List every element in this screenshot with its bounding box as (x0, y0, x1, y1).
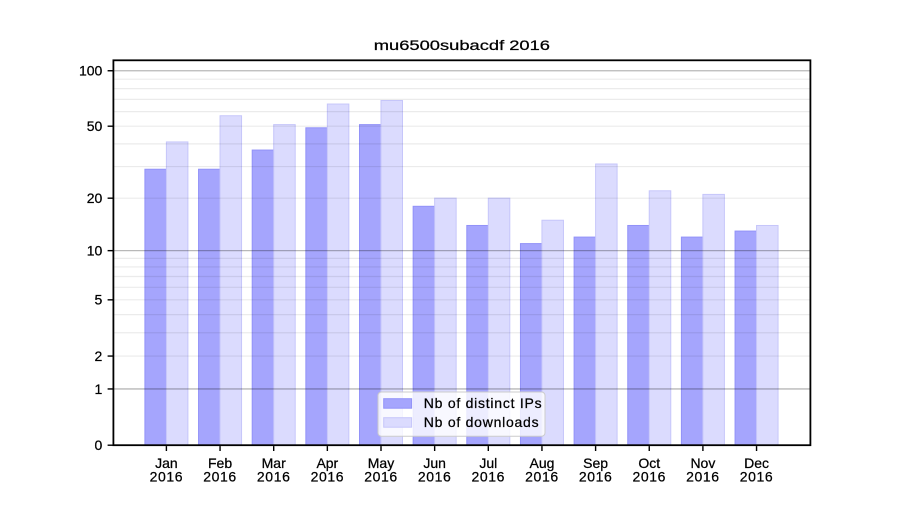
svg-text:50: 50 (87, 118, 103, 134)
svg-text:2: 2 (95, 348, 103, 364)
svg-text:0: 0 (95, 437, 103, 453)
svg-text:100: 100 (79, 63, 103, 79)
svg-text:Nb of downloads: Nb of downloads (424, 414, 540, 430)
svg-text:1: 1 (95, 381, 103, 397)
svg-text:Nb of distinct IPs: Nb of distinct IPs (424, 395, 543, 411)
svg-text:20: 20 (87, 190, 103, 206)
svg-text:10: 10 (87, 242, 103, 258)
svg-text:mu6500subacdf 2016: mu6500subacdf 2016 (374, 38, 550, 53)
svg-text:5: 5 (95, 292, 103, 308)
